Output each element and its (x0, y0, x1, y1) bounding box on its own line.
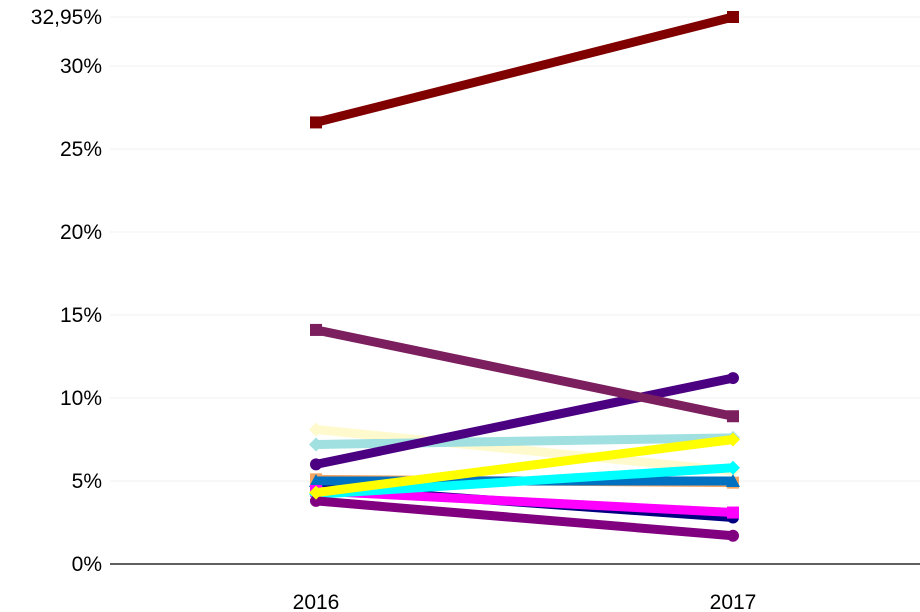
series-line (315, 496, 734, 541)
series-line (315, 463, 734, 499)
series-point (727, 529, 739, 542)
series-point (727, 11, 739, 23)
series (310, 323, 739, 423)
series-point (726, 432, 740, 447)
series-line (315, 325, 734, 421)
series-point (727, 410, 739, 423)
series-line (315, 433, 734, 449)
series-point (309, 473, 323, 487)
series-line (315, 373, 734, 469)
series-lines (309, 11, 740, 542)
y-tick-label: 15% (60, 304, 102, 327)
series-point (309, 485, 323, 500)
series-line (315, 425, 734, 476)
series-line (315, 486, 734, 518)
series-point (309, 437, 323, 452)
series-point (727, 372, 739, 385)
series-point (310, 323, 322, 336)
series-point (309, 422, 323, 437)
gridlines (110, 16, 920, 482)
y-tick-label: 32,95% (31, 6, 102, 29)
y-tick-label: 25% (60, 138, 102, 161)
series-point (727, 506, 739, 519)
y-tick-label: 5% (72, 470, 102, 493)
series-line (314, 12, 735, 127)
series-point (726, 473, 740, 487)
y-tick-label: 20% (60, 221, 102, 244)
series-line (315, 435, 734, 498)
x-tick-label: 2016 (293, 591, 340, 612)
series (310, 494, 739, 542)
y-tick-label: 30% (60, 55, 102, 78)
series-point (310, 494, 322, 507)
series-point (310, 116, 322, 129)
series-point (726, 460, 740, 475)
y-tick-label: 10% (60, 387, 102, 410)
series (310, 11, 739, 129)
y-tick-label: 0% (72, 553, 102, 576)
series (310, 372, 739, 471)
x-tick-label: 2017 (710, 591, 757, 612)
series (309, 432, 740, 500)
tick-labels: 0% 5% 10% 15% 20% 25% 30% 32,95% 2016 2017 (31, 6, 757, 612)
series-point (310, 458, 322, 471)
